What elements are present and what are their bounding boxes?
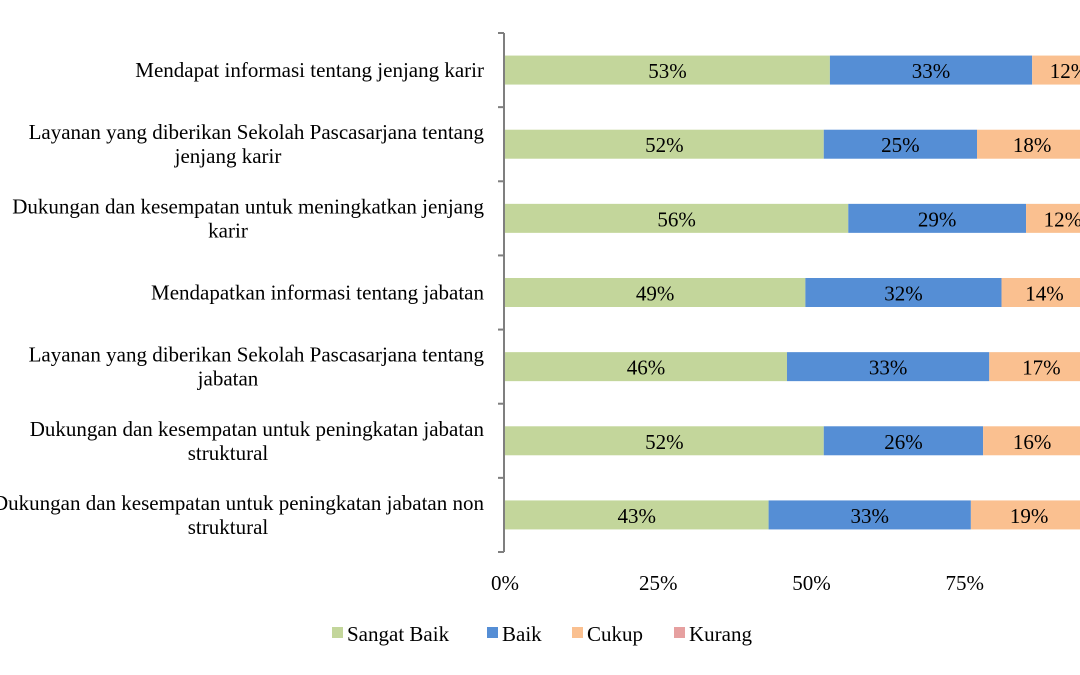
data-label: 49% bbox=[636, 282, 675, 306]
data-label: 25% bbox=[881, 133, 920, 157]
data-label: 56% bbox=[657, 207, 696, 231]
bar-segment-baik bbox=[823, 426, 984, 456]
category-label: Layanan yang diberikan Sekolah Pascasarj… bbox=[29, 120, 485, 168]
legend: Sangat Baik Baik Cukup Kurang bbox=[332, 622, 752, 646]
x-tick-label: 25% bbox=[639, 571, 678, 595]
data-labels-layer: 53%33%12%2%52%25%18%5%56%29%12%3%49%32%1… bbox=[618, 59, 1080, 528]
data-label: 26% bbox=[884, 430, 923, 454]
data-label: 32% bbox=[884, 282, 923, 306]
legend-swatch bbox=[487, 627, 498, 638]
bar-segment-cukup bbox=[977, 129, 1080, 159]
legend-swatch bbox=[572, 627, 583, 638]
x-tick-label: 0% bbox=[491, 571, 519, 595]
legend-label: Sangat Baik bbox=[347, 622, 450, 646]
bar-segment-sangat-baik bbox=[505, 500, 769, 530]
bar-segment-cukup bbox=[989, 352, 1080, 382]
bar-segment-sangat-baik bbox=[505, 55, 830, 85]
category-label: Layanan yang diberikan Sekolah Pascasarj… bbox=[29, 343, 485, 391]
x-tick-labels-layer: 0%25%50%75%100% bbox=[491, 571, 985, 595]
data-label: 33% bbox=[869, 356, 908, 380]
data-label: 16% bbox=[1013, 430, 1052, 454]
bar-segment-sangat-baik bbox=[505, 352, 787, 382]
axis-layer bbox=[498, 32, 505, 553]
data-label: 53% bbox=[648, 59, 687, 83]
bars-layer bbox=[505, 55, 1080, 530]
bar-segment-cukup bbox=[1026, 203, 1080, 233]
bar-segment-cukup bbox=[983, 426, 1080, 456]
legend-swatch bbox=[332, 627, 343, 638]
bar-segment-cukup bbox=[1032, 55, 1080, 85]
data-label: 52% bbox=[645, 133, 684, 157]
bar-segment-baik bbox=[829, 55, 1033, 85]
data-label: 12% bbox=[1044, 207, 1080, 231]
legend-label: Cukup bbox=[587, 622, 643, 646]
data-label: 52% bbox=[645, 430, 684, 454]
data-label: 14% bbox=[1025, 282, 1064, 306]
data-label: 19% bbox=[1010, 504, 1049, 528]
category-label: Dukungan dan kesempatan untuk peningkata… bbox=[30, 417, 485, 465]
category-label: Mendapatkan informasi tentang jabatan bbox=[151, 281, 484, 305]
bar-segment-baik bbox=[848, 203, 1027, 233]
data-label: 43% bbox=[618, 504, 657, 528]
x-tick-label: 50% bbox=[792, 571, 831, 595]
data-label: 33% bbox=[912, 59, 951, 83]
data-label: 17% bbox=[1022, 356, 1061, 380]
bar-segment-sangat-baik bbox=[505, 203, 849, 233]
data-label: 29% bbox=[918, 207, 957, 231]
bar-segment-cukup bbox=[1001, 278, 1080, 307]
data-label: 33% bbox=[850, 504, 889, 528]
bar-segment-sangat-baik bbox=[505, 129, 824, 159]
bar-segment-cukup bbox=[970, 500, 1080, 530]
category-label: Dukungan dan kesempatan untuk peningkata… bbox=[0, 491, 484, 539]
data-label: 18% bbox=[1013, 133, 1052, 157]
bar-segment-baik bbox=[768, 500, 971, 530]
bar-segment-baik bbox=[805, 278, 1002, 307]
bar-segment-sangat-baik bbox=[505, 278, 806, 307]
category-label: Dukungan dan kesempatan untuk meningkatk… bbox=[12, 194, 484, 242]
bar-segment-sangat-baik bbox=[505, 426, 824, 456]
legend-swatch bbox=[674, 627, 685, 638]
data-label: 46% bbox=[627, 356, 666, 380]
category-labels-layer: Mendapat informasi tentang jenjang karir… bbox=[0, 58, 484, 539]
legend-label: Baik bbox=[502, 622, 542, 646]
bar-segment-baik bbox=[786, 352, 990, 382]
legend-label: Kurang bbox=[689, 622, 752, 646]
data-label: 12% bbox=[1050, 59, 1080, 83]
x-tick-label: 75% bbox=[946, 571, 985, 595]
category-label: Mendapat informasi tentang jenjang karir bbox=[135, 58, 484, 82]
bar-segment-baik bbox=[823, 129, 978, 159]
